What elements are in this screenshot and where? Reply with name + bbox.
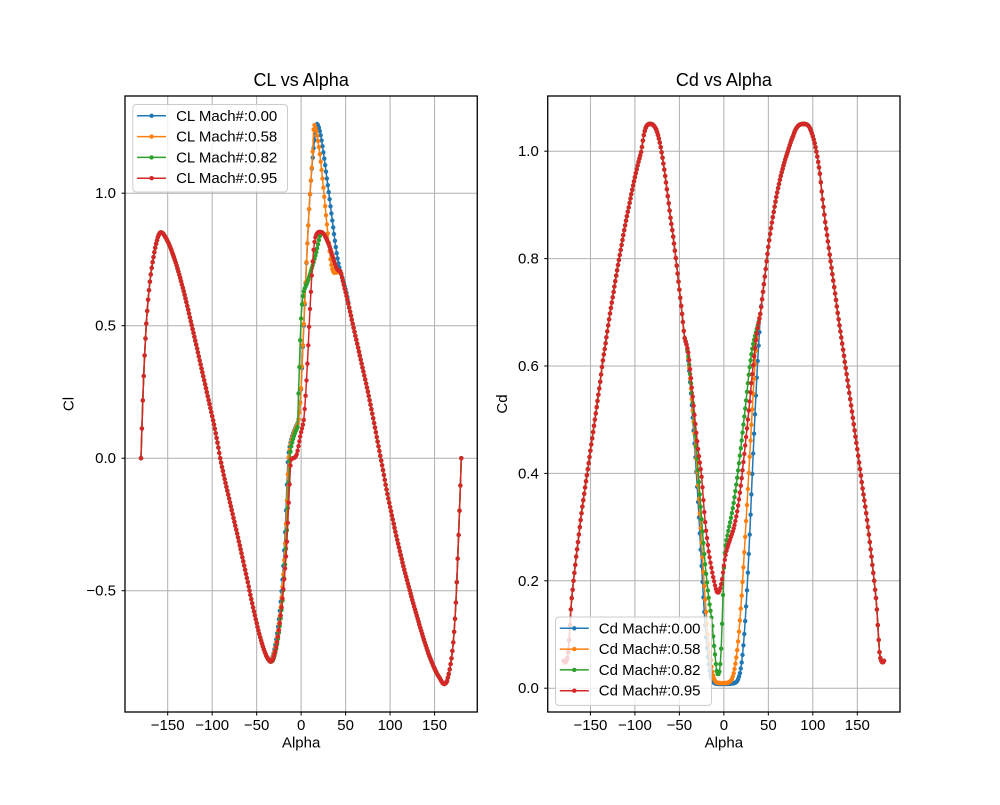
svg-text:Cd vs Alpha: Cd vs Alpha bbox=[676, 70, 773, 90]
svg-text:Cl: Cl bbox=[61, 397, 78, 411]
svg-text:−150: −150 bbox=[151, 717, 185, 734]
svg-text:Alpha: Alpha bbox=[282, 735, 321, 752]
svg-text:100: 100 bbox=[378, 717, 403, 734]
svg-text:1.0: 1.0 bbox=[518, 143, 539, 160]
svg-text:CL Mach#:0.82: CL Mach#:0.82 bbox=[176, 149, 277, 166]
svg-text:150: 150 bbox=[422, 717, 447, 734]
svg-text:0.8: 0.8 bbox=[518, 251, 539, 268]
svg-text:CL Mach#:0.00: CL Mach#:0.00 bbox=[176, 108, 277, 125]
svg-text:50: 50 bbox=[760, 717, 777, 734]
svg-text:Cd Mach#:0.95: Cd Mach#:0.95 bbox=[599, 683, 701, 700]
svg-text:CL vs Alpha: CL vs Alpha bbox=[253, 70, 349, 90]
svg-text:Cd: Cd bbox=[494, 394, 511, 413]
svg-text:50: 50 bbox=[337, 717, 354, 734]
svg-text:0: 0 bbox=[720, 717, 728, 734]
svg-text:−100: −100 bbox=[195, 717, 229, 734]
svg-text:0.4: 0.4 bbox=[518, 465, 539, 482]
svg-text:−100: −100 bbox=[618, 717, 652, 734]
svg-text:Cd Mach#:0.58: Cd Mach#:0.58 bbox=[599, 641, 701, 658]
svg-text:Cd Mach#:0.00: Cd Mach#:0.00 bbox=[599, 620, 701, 637]
svg-text:0.6: 0.6 bbox=[518, 358, 539, 375]
svg-text:100: 100 bbox=[800, 717, 825, 734]
svg-text:Alpha: Alpha bbox=[705, 735, 744, 752]
svg-text:0.0: 0.0 bbox=[95, 450, 116, 467]
svg-text:0: 0 bbox=[297, 717, 305, 734]
svg-text:−50: −50 bbox=[667, 717, 692, 734]
svg-text:1.0: 1.0 bbox=[95, 185, 116, 202]
svg-text:150: 150 bbox=[845, 717, 870, 734]
svg-text:0.5: 0.5 bbox=[95, 318, 116, 335]
svg-text:−0.5: −0.5 bbox=[86, 583, 116, 600]
svg-text:Cd Mach#:0.82: Cd Mach#:0.82 bbox=[599, 662, 701, 679]
svg-text:0.2: 0.2 bbox=[518, 573, 539, 590]
svg-text:0.0: 0.0 bbox=[518, 680, 539, 697]
svg-text:−50: −50 bbox=[244, 717, 269, 734]
svg-text:CL Mach#:0.58: CL Mach#:0.58 bbox=[176, 129, 277, 146]
svg-text:CL Mach#:0.95: CL Mach#:0.95 bbox=[176, 170, 277, 187]
svg-text:−150: −150 bbox=[574, 717, 608, 734]
